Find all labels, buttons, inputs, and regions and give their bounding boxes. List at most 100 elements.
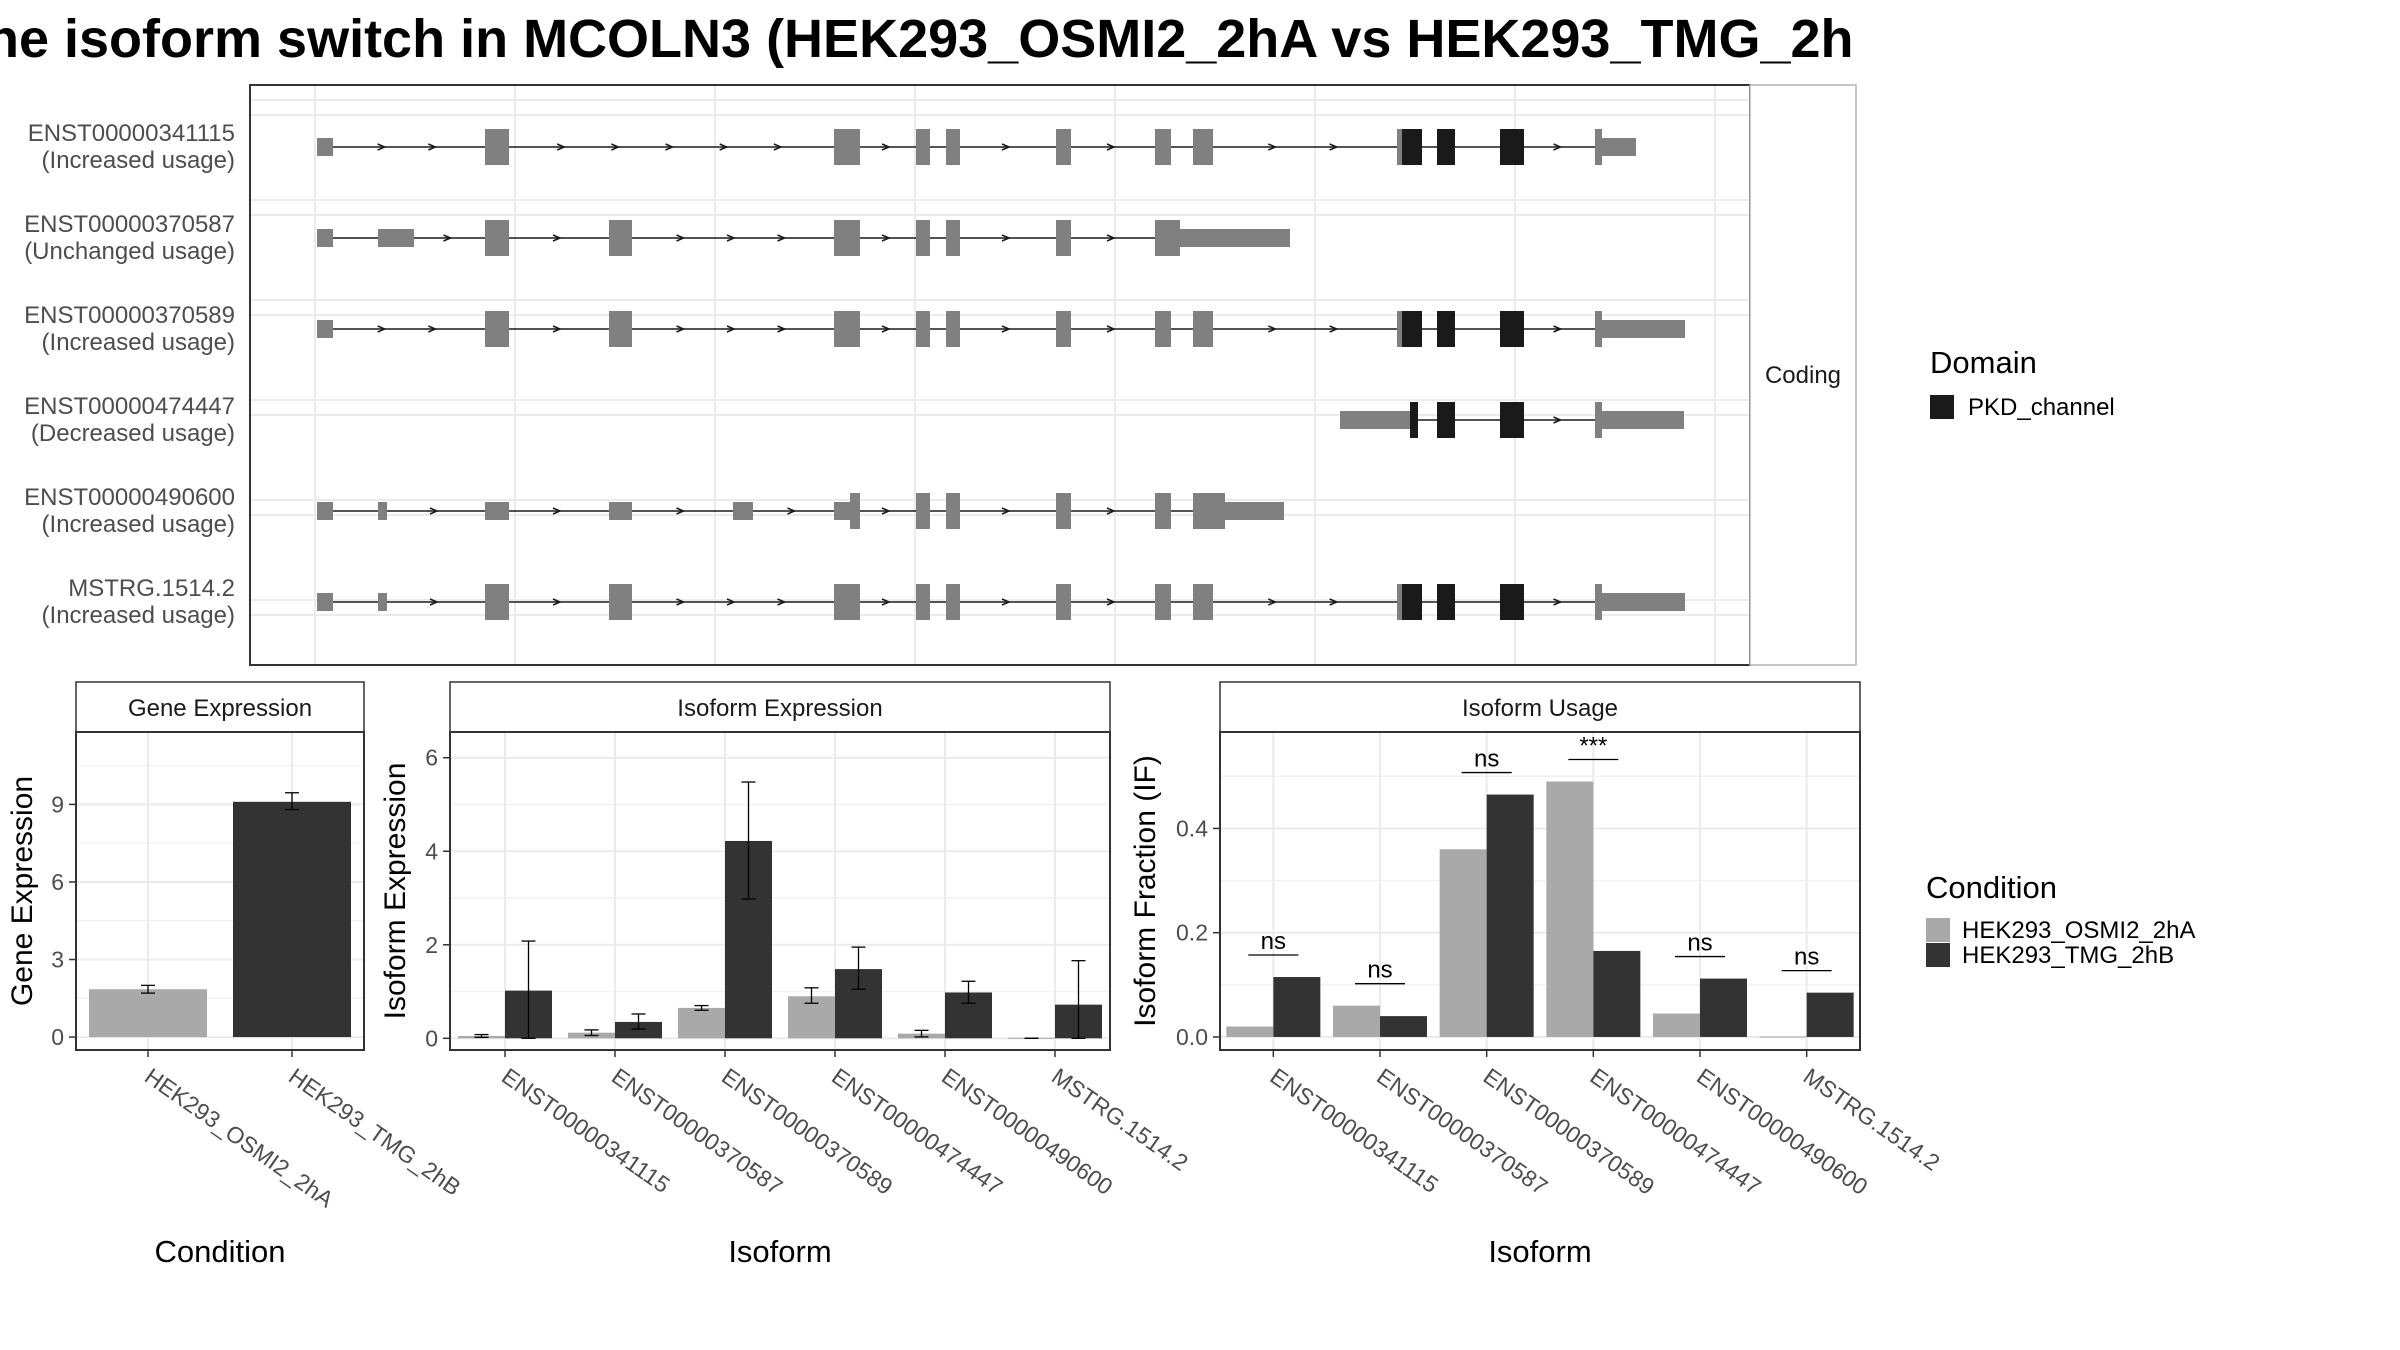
- isoform-usage-plot-border: [1219, 731, 1861, 1051]
- exon-block: [1602, 411, 1684, 429]
- exon-block: [485, 584, 509, 620]
- domain-legend: Domain PKD_channel: [1930, 345, 2115, 421]
- intron-direction-arrow: [1001, 234, 1011, 242]
- exon-block: [946, 220, 960, 256]
- exon-block: [317, 320, 333, 338]
- transcript-usage-label: (Unchanged usage): [24, 238, 235, 265]
- exon-block: [485, 129, 509, 165]
- isoform-usage-panel: Isoform Usage 0.0 0.2 0.4 ns ns ns *** ns ns ENST…: [1129, 681, 1945, 1269]
- intron-direction-arrow: [881, 143, 891, 151]
- exon-block: [1155, 220, 1180, 256]
- y-tick-label: 6: [425, 745, 438, 771]
- intron-direction-arrow: [1329, 598, 1339, 606]
- structure-strip-label: Coding: [1765, 362, 1841, 389]
- intron-direction-arrow: [1001, 325, 1011, 333]
- intron-direction-arrow: [777, 234, 787, 242]
- intron-direction-arrow: [676, 325, 686, 333]
- pkd-domain-block: [1437, 311, 1455, 347]
- intron-direction-arrow: [552, 507, 562, 515]
- exon-block: [485, 220, 509, 256]
- intron-direction-arrow: [552, 234, 562, 242]
- pkd-domain-block: [1410, 402, 1418, 438]
- exon-block: [1595, 584, 1602, 620]
- intron-direction-arrow: [773, 143, 783, 151]
- pkd-domain-block: [1437, 402, 1455, 438]
- intron-direction-arrow: [1553, 416, 1563, 424]
- exon-block: [946, 493, 960, 529]
- exon-block: [1602, 320, 1685, 338]
- pkd-domain-block: [1402, 311, 1422, 347]
- intron-direction-arrow: [1106, 507, 1116, 515]
- intron-direction-arrow: [665, 143, 675, 151]
- condition-legend-label-b: HEK293_TMG_2hB: [1962, 942, 2174, 969]
- pkd-domain-block: [1500, 129, 1524, 165]
- y-tick-label: 0: [51, 1024, 64, 1050]
- data-bar: [1546, 781, 1594, 1037]
- exon-block: [609, 220, 632, 256]
- structure-strip: [1749, 84, 1857, 666]
- exon-block: [1155, 311, 1171, 347]
- intron-direction-arrow: [1001, 598, 1011, 606]
- transcript-id-label: MSTRG.1514.2: [68, 575, 235, 602]
- intron-direction-arrow: [881, 598, 891, 606]
- exon-block: [1602, 593, 1685, 611]
- exon-block: [1155, 493, 1171, 529]
- exon-block: [609, 584, 632, 620]
- significance-label: ***: [1579, 733, 1607, 760]
- intron-direction-arrow: [1553, 143, 1563, 151]
- data-bar: [1653, 1013, 1700, 1037]
- pkd-domain-block: [1437, 129, 1455, 165]
- transcript-track: [317, 493, 1284, 529]
- condition-legend-key-a: [1926, 918, 1950, 942]
- transcript-track: [317, 311, 1685, 347]
- gene-expression-strip: [75, 681, 365, 733]
- exon-block: [834, 584, 860, 620]
- exon-block: [916, 493, 930, 529]
- intron-direction-arrow: [1106, 143, 1116, 151]
- exon-block: [609, 311, 632, 347]
- intron-direction-arrow: [881, 325, 891, 333]
- intron-direction-arrow: [676, 598, 686, 606]
- intron-direction-arrow: [1553, 325, 1563, 333]
- pkd-domain-block: [1402, 129, 1422, 165]
- exon-block: [378, 502, 387, 520]
- exon-block: [1155, 129, 1171, 165]
- y-tick-label: 0.2: [1176, 920, 1208, 946]
- intron-direction-arrow: [1106, 234, 1116, 242]
- condition-legend-label-a: HEK293_OSMI2_2hA: [1962, 917, 2195, 944]
- exon-block: [946, 129, 960, 165]
- exon-block: [1397, 311, 1402, 347]
- data-bar: [233, 801, 351, 1038]
- transcript-track: [317, 220, 1290, 256]
- exon-block: [834, 311, 860, 347]
- gene-expression-strip-title: Gene Expression: [128, 695, 312, 722]
- intron-direction-arrow: [556, 143, 567, 151]
- intron-direction-arrow: [1268, 325, 1278, 333]
- intron-direction-arrow: [443, 234, 453, 242]
- exon-block: [1056, 311, 1071, 347]
- significance-label: ns: [1794, 944, 1819, 971]
- exon-block: [609, 502, 632, 520]
- exon-block: [317, 138, 333, 156]
- intron-direction-arrow: [1268, 598, 1278, 606]
- intron-direction-arrow: [726, 234, 736, 242]
- isoform-expression-strip-title: Isoform Expression: [677, 695, 882, 722]
- exon-block: [850, 493, 860, 529]
- isoform-expression-panel: Isoform Expression 0246ENST00000341115EN…: [379, 681, 1193, 1269]
- transcript-id-label: ENST00000370587: [24, 211, 235, 238]
- pkd-domain-block: [1402, 584, 1422, 620]
- intron-direction-arrow: [1001, 507, 1011, 515]
- y-tick-label: 0.0: [1176, 1024, 1208, 1050]
- exon-block: [317, 229, 333, 247]
- pkd-domain-block: [1437, 584, 1455, 620]
- data-bar: [1226, 1026, 1274, 1037]
- transcript-usage-label: (Increased usage): [42, 329, 235, 356]
- transcript-id-label: ENST00000370589: [24, 302, 235, 329]
- significance-label: ns: [1474, 746, 1499, 773]
- transcript-id-label: ENST00000474447: [24, 393, 235, 420]
- intron-direction-arrow: [377, 325, 387, 333]
- isoform-usage-y-label: Isoform Fraction (IF): [1129, 755, 1162, 1027]
- exon-block: [916, 311, 930, 347]
- exon-block: [916, 129, 930, 165]
